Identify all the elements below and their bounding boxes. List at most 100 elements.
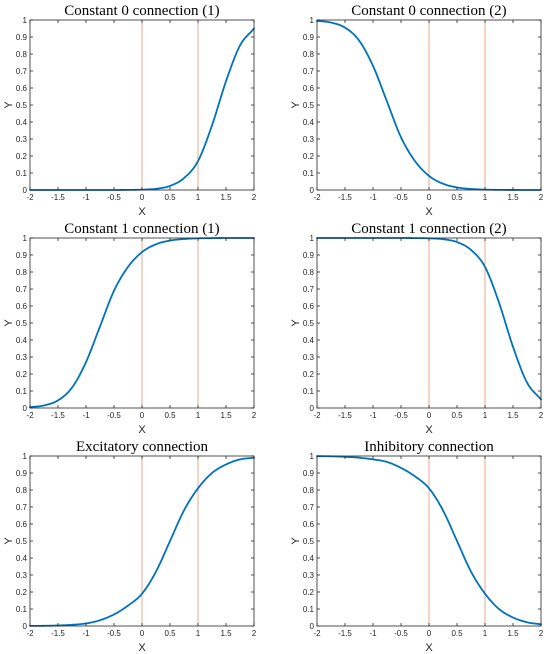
panel-title: Excitatory connection xyxy=(76,439,209,455)
x-tick-label: 1.5 xyxy=(507,411,519,420)
y-tick-label: 0.9 xyxy=(303,469,315,478)
x-tick-label: -1.5 xyxy=(51,411,65,420)
y-tick-label: 0.5 xyxy=(303,319,315,328)
x-tick-label: -1 xyxy=(82,411,90,420)
x-tick-label: -0.5 xyxy=(394,411,408,420)
x-tick-label: -2 xyxy=(26,411,34,420)
x-tick-label: -1.5 xyxy=(338,629,352,638)
x-tick-label: 0.5 xyxy=(451,629,463,638)
y-tick-label: 0.5 xyxy=(16,101,28,110)
y-tick-label: 0.9 xyxy=(16,33,28,42)
y-tick-label: 0 xyxy=(310,186,315,195)
x-tick-label: -1 xyxy=(82,629,90,638)
x-tick-label: 0.5 xyxy=(164,193,176,202)
panel-title: Inhibitory connection xyxy=(364,439,494,455)
x-tick-label: -1.5 xyxy=(338,193,352,202)
y-tick-label: 0 xyxy=(23,622,28,631)
x-tick-label: 1 xyxy=(196,629,201,638)
x-tick-label: -0.5 xyxy=(107,629,121,638)
y-tick-label: 0 xyxy=(310,622,315,631)
y-tick-label: 0.9 xyxy=(16,251,28,260)
y-axis-label: Y xyxy=(290,101,302,109)
y-tick-label: 0.3 xyxy=(303,135,315,144)
x-tick-label: 0 xyxy=(140,629,145,638)
x-tick-label: 1.5 xyxy=(507,629,519,638)
y-tick-label: 0.6 xyxy=(303,520,315,529)
y-tick-label: 1 xyxy=(310,234,315,243)
y-tick-label: 0.5 xyxy=(16,319,28,328)
y-tick-label: 0.7 xyxy=(303,503,315,512)
x-axis-label: X xyxy=(138,642,146,654)
y-tick-label: 0.8 xyxy=(303,486,315,495)
y-tick-label: 0.1 xyxy=(16,387,28,396)
y-tick-label: 0 xyxy=(23,404,28,413)
x-tick-label: -1.5 xyxy=(51,193,65,202)
panel-constant-1-connection-2: Constant 1 connection (2) X Y -2 -1.5 -1 -0… xyxy=(290,221,544,436)
y-tick-label: 0 xyxy=(310,404,315,413)
x-tick-label: -2 xyxy=(313,411,321,420)
x-tick-label: 0 xyxy=(427,629,432,638)
x-tick-label: -1 xyxy=(369,411,377,420)
y-tick-label: 0.8 xyxy=(303,268,315,277)
y-tick-label: 0 xyxy=(23,186,28,195)
series-line xyxy=(29,456,255,627)
panel-title: Constant 1 connection (1) xyxy=(64,221,219,237)
x-tick-label: -0.5 xyxy=(394,629,408,638)
y-tick-label: 0.5 xyxy=(303,537,315,546)
x-tick-label: 2 xyxy=(252,629,257,638)
x-tick-label: -1.5 xyxy=(338,411,352,420)
x-axis-label: X xyxy=(138,206,146,218)
y-tick-label: 0.8 xyxy=(16,268,28,277)
y-tick-label: 0.4 xyxy=(303,118,315,127)
x-tick-label: 2 xyxy=(252,193,257,202)
x-tick-label: 2 xyxy=(539,629,544,638)
y-tick-label: 0.1 xyxy=(303,605,315,614)
y-tick-label: 0.5 xyxy=(16,537,28,546)
y-tick-label: 0.4 xyxy=(16,336,28,345)
y-tick-label: 0.5 xyxy=(303,101,315,110)
y-tick-label: 0.4 xyxy=(16,554,28,563)
y-tick-label: 0.1 xyxy=(303,387,315,396)
y-tick-label: 0.6 xyxy=(303,84,315,93)
y-tick-label: 1 xyxy=(23,452,28,461)
x-tick-label: 0.5 xyxy=(164,411,176,420)
y-tick-label: 0.8 xyxy=(16,50,28,59)
x-axis-label: X xyxy=(425,206,433,218)
x-tick-label: 1 xyxy=(483,411,488,420)
y-tick-label: 0.2 xyxy=(303,588,315,597)
x-tick-label: 1.5 xyxy=(220,629,232,638)
x-tick-label: 0.5 xyxy=(451,193,463,202)
x-tick-label: -1.5 xyxy=(51,629,65,638)
y-tick-label: 0.3 xyxy=(16,571,28,580)
y-tick-label: 0.8 xyxy=(16,486,28,495)
panel-constant-0-connection-2: Constant 0 connection (2) X Y -2 -1.5 -1 -0… xyxy=(290,3,544,218)
y-tick-label: 0.2 xyxy=(303,152,315,161)
x-tick-label: -1 xyxy=(369,193,377,202)
y-tick-label: 0.3 xyxy=(16,353,28,362)
panel-inhibitory-connection: Inhibitory connection X Y -2 -1.5 -1 -0.5 0 0… xyxy=(290,439,544,654)
x-tick-label: -2 xyxy=(26,193,34,202)
x-tick-label: -2 xyxy=(26,629,34,638)
y-tick-label: 0.7 xyxy=(303,285,315,294)
x-axis-label: X xyxy=(425,642,433,654)
y-tick-label: 0.4 xyxy=(16,118,28,127)
x-tick-label: 1.5 xyxy=(220,411,232,420)
x-tick-label: 0 xyxy=(140,411,145,420)
y-tick-label: 0.9 xyxy=(303,251,315,260)
y-tick-label: 0.7 xyxy=(16,503,28,512)
panel-constant-1-connection-1: Constant 1 connection (1) X Y -2 -1.5 -1 -0… xyxy=(3,221,257,436)
y-tick-label: 0.9 xyxy=(16,469,28,478)
x-tick-label: 2 xyxy=(539,411,544,420)
y-tick-label: 0.2 xyxy=(16,370,28,379)
x-tick-label: 1 xyxy=(483,629,488,638)
x-tick-label: -2 xyxy=(313,629,321,638)
y-tick-label: 0.7 xyxy=(16,67,28,76)
x-tick-label: 1 xyxy=(196,193,201,202)
y-tick-label: 0.4 xyxy=(303,336,315,345)
y-tick-label: 0.8 xyxy=(303,50,315,59)
y-axis-label: Y xyxy=(3,537,15,545)
panel-title: Constant 0 connection (1) xyxy=(64,3,219,19)
y-tick-label: 0.3 xyxy=(303,571,315,580)
panel-excitatory-connection: Excitatory connection X Y -2 -1.5 -1 -0.5 0 0… xyxy=(3,439,257,654)
x-tick-label: 1.5 xyxy=(220,193,232,202)
